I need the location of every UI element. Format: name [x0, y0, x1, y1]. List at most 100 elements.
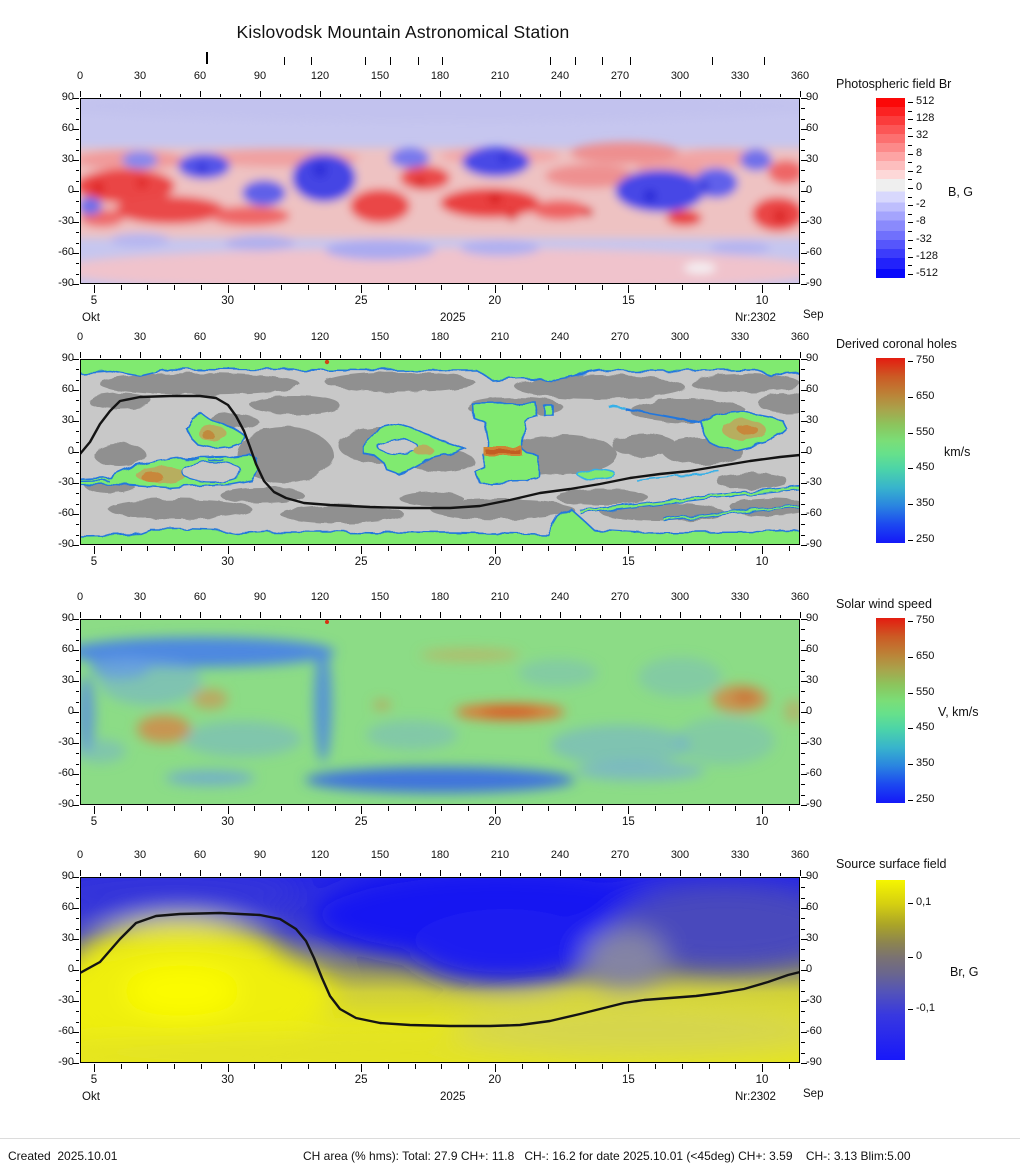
lon-tick-label: 240: [550, 591, 570, 603]
axis-tick: [73, 681, 79, 682]
axis-tick: [200, 870, 201, 876]
axis-tick: [440, 612, 441, 618]
axis-tick: [801, 763, 805, 765]
lon-tick-label: 240: [550, 331, 570, 343]
axis-tick: [75, 670, 79, 672]
date-label: 20: [488, 295, 502, 307]
axis-tick: [260, 352, 261, 358]
date-label: 25: [354, 295, 368, 307]
axis-tick: [801, 1021, 805, 1023]
lat-tick-label: 60: [61, 643, 74, 655]
axis-tick: [801, 887, 805, 889]
axis-tick: [75, 990, 79, 992]
axis-tick: [360, 614, 361, 618]
axis-tick: [460, 354, 461, 358]
axis-tick: [600, 354, 601, 358]
axis-tick: [73, 1032, 79, 1033]
axis-tick: [440, 870, 441, 876]
lon-tick-label: 60: [193, 591, 207, 603]
date-tick: [655, 546, 657, 551]
axis-tick: [75, 928, 79, 930]
axis-tick: [760, 354, 761, 358]
unit-label-kms: km/s: [944, 445, 971, 459]
lat-tick-label: -90: [806, 798, 822, 810]
axis-tick: [160, 93, 161, 97]
lat-tick-label: -30: [58, 736, 74, 748]
lat-tick-label: 90: [61, 612, 74, 624]
axis-tick: [73, 160, 79, 161]
axis-tick: [801, 160, 807, 161]
axis-tick: [140, 352, 141, 358]
date-tick: [254, 1064, 256, 1069]
axis-tick: [75, 503, 79, 505]
axis-tick: [73, 545, 79, 546]
axis-tick: [801, 681, 807, 682]
axis-tick: [801, 98, 807, 99]
axis-tick: [73, 908, 79, 909]
date-tick: [281, 806, 282, 811]
date-label: 5: [90, 816, 98, 828]
lon-tick-label: 30: [133, 331, 147, 343]
colorbar-tick-label: 650: [916, 389, 935, 402]
axis-tick: [801, 390, 807, 391]
axis-tick: [80, 91, 81, 97]
lon-tick-label: 270: [610, 849, 630, 861]
axis-tick: [500, 91, 501, 97]
date-tick: [548, 285, 550, 290]
source-surface-heatmap: [80, 877, 800, 1063]
lat-tick-label: 0: [806, 445, 813, 457]
date-tick: [200, 546, 202, 551]
colorbar-tick: [908, 656, 913, 658]
axis-tick: [740, 870, 741, 876]
ch-area-summary: CH area (% hms): Total: 27.9 CH+: 11.8 C…: [303, 1149, 911, 1163]
axis-tick: [75, 1021, 79, 1023]
date-tick: [788, 806, 790, 811]
axis-tick: [801, 410, 805, 412]
colorbar-tick: [908, 239, 913, 241]
axis-tick: [73, 359, 79, 360]
lat-tick-label: 0: [67, 963, 74, 975]
axis-tick: [120, 93, 121, 97]
colorbar-photospheric: [876, 98, 905, 278]
axis-tick: [240, 872, 241, 876]
date-tick: [575, 1064, 576, 1069]
axis-tick: [75, 118, 79, 120]
axis-tick: [801, 959, 805, 961]
date-tick-major: [494, 546, 496, 554]
axis-tick: [75, 753, 79, 755]
date-tick-major: [227, 806, 229, 814]
lat-tick-label: 0: [806, 705, 813, 717]
axis-tick: [380, 870, 381, 876]
lon-tick-label: 300: [670, 849, 690, 861]
axis-tick: [800, 870, 801, 876]
date-label: 10: [755, 1074, 769, 1086]
axis-tick: [200, 612, 201, 618]
axis-tick: [560, 91, 561, 97]
date-tick: [521, 285, 523, 290]
lat-tick-label: -90: [806, 1056, 822, 1068]
axis-tick: [73, 970, 79, 971]
axis-tick: [80, 870, 81, 876]
axis-tick: [801, 400, 805, 402]
axis-tick: [580, 93, 581, 97]
axis-tick: [75, 108, 79, 110]
axis-tick: [75, 149, 79, 151]
colorbar-tick-label: 450: [916, 721, 935, 734]
axis-tick: [200, 91, 201, 97]
colorbar-source-surface: [876, 880, 905, 1060]
lat-tick-label: -30: [58, 215, 74, 227]
colorbar-tick: [908, 136, 913, 138]
date-tick: [468, 285, 470, 290]
date-label: 30: [221, 295, 234, 307]
event-marker-tick: [389, 57, 391, 65]
axis-tick: [801, 928, 805, 930]
date-tick: [681, 1064, 683, 1069]
colorbar-tick-label: 550: [916, 685, 935, 698]
colorbar-tick: [908, 248, 912, 250]
lon-tick-label: 120: [310, 849, 330, 861]
colorbar-tick-label: -128: [916, 249, 939, 262]
axis-tick: [340, 93, 341, 97]
axis-tick: [740, 612, 741, 618]
date-tick: [414, 806, 416, 811]
date-tick: [174, 546, 176, 551]
